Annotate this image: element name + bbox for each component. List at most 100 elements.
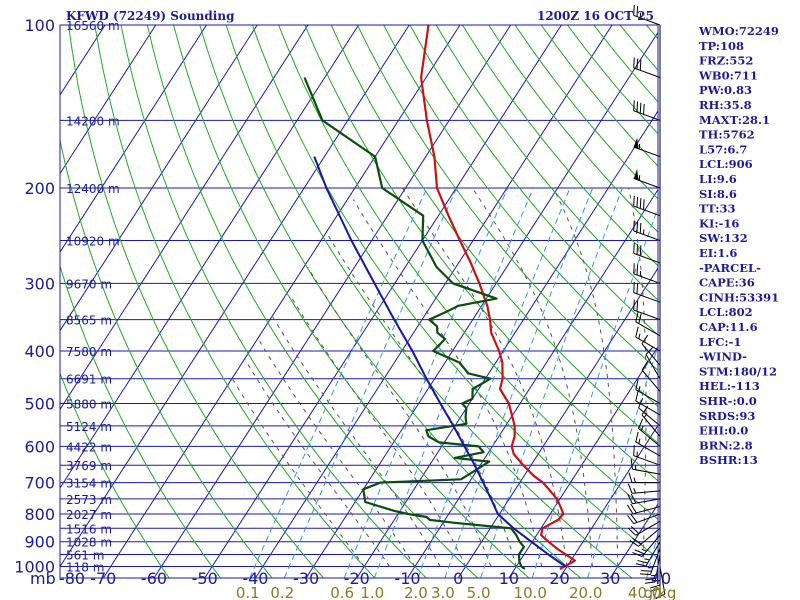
wind-barb-feather (635, 390, 639, 402)
sounding-index-item: BSHR:13 (699, 453, 758, 467)
dry-adiabat-line (199, 25, 581, 578)
wind-barb-shaft (638, 527, 661, 547)
wind-barb (641, 334, 661, 366)
wind-barb-feather (641, 360, 649, 371)
dry-adiabat-line (356, 25, 658, 408)
wind-barb-feather (635, 379, 639, 390)
wind-barb (635, 311, 661, 337)
wind-barb-feather (639, 245, 642, 256)
pressure-tick-label: 600 (24, 437, 55, 456)
mixing-ratio-line (531, 206, 658, 578)
wind-barb-feather (639, 59, 642, 71)
wind-barb-shaft (633, 455, 661, 466)
pressure-tick-label: 500 (24, 395, 55, 414)
wind-barb-shaft (641, 534, 661, 557)
wind-barb-half-feather (634, 464, 637, 470)
mixing-ratio-label: 5.0 (467, 584, 491, 600)
temperature-tick-label: -30 (293, 569, 319, 588)
wind-barb-half-feather (644, 558, 650, 561)
wind-barb-feather (636, 244, 639, 255)
wind-barb-feather (649, 584, 661, 589)
wind-barb-shaft (633, 230, 661, 241)
wind-barb (633, 299, 661, 321)
wind-barb-half-feather (638, 438, 641, 444)
wind-barb-feather (633, 195, 635, 207)
mixing-ratio-label: 0.1 (236, 584, 260, 600)
temperature-tick-label: -40 (242, 569, 268, 588)
wind-barb (638, 418, 661, 447)
wind-barb-feather (635, 431, 639, 443)
sounding-index-item: FRZ:552 (699, 54, 753, 68)
wind-barb (630, 458, 661, 475)
sounding-index-item: SW:132 (699, 231, 748, 245)
mixing-ratio-line (646, 531, 658, 578)
wind-barb-feather (639, 198, 642, 209)
wind-barb-feather (634, 549, 645, 555)
wind-barb-feather (633, 57, 635, 68)
wind-barb-half-feather (633, 477, 636, 483)
dry-adiabat-line (278, 25, 658, 520)
dry-adiabat-line (383, 25, 658, 371)
wind-barb-half-feather (640, 425, 644, 431)
dewpoint-profile-line (303, 77, 526, 570)
mixing-ratio-line (373, 187, 534, 578)
isotherm-line (102, 25, 461, 578)
wind-barb-shaft (632, 498, 661, 505)
sounding-index-item: LFC:-1 (699, 335, 741, 349)
wind-barb-shaft (633, 513, 661, 525)
temperature-tick-label: 20 (549, 569, 569, 588)
temperature-tick-label: 10 (499, 569, 519, 588)
wind-barb-shaft (638, 428, 661, 447)
height-label: 9670 m (66, 277, 112, 291)
mixing-ratio-label: 3.0 (431, 584, 455, 600)
wind-barb-shaft (638, 407, 661, 427)
isotherm-line (356, 110, 658, 578)
wind-barb-feather (632, 537, 642, 545)
moist-adiabat-line (271, 315, 441, 567)
wind-barb (633, 263, 661, 284)
sounding-index-item: TP:108 (699, 39, 744, 53)
wind-barb-feather (636, 6, 639, 17)
sounding-index-item: WB0:711 (698, 68, 758, 82)
temperature-tick-label: -80 (59, 569, 85, 588)
height-label: 1028 m (66, 536, 112, 550)
wind-barb-feather (643, 103, 645, 115)
wind-barb (633, 137, 661, 158)
wind-barb-feather (649, 588, 661, 593)
sounding-index-item: RH:35.8 (699, 98, 752, 112)
pressure-tick-label: 100 (24, 16, 55, 35)
sounding-index-item: LCL:906 (699, 157, 753, 171)
dry-adiabat-line (60, 137, 273, 578)
isotherm-line (60, 25, 207, 254)
isotherm-line (457, 267, 658, 578)
height-label: 118 m (66, 561, 104, 575)
wind-barb-feather (627, 494, 633, 504)
pressure-unit-label: mb (30, 569, 56, 588)
wind-barb-feather (636, 221, 639, 233)
dry-adiabat-line (94, 25, 376, 578)
sounding-index-item: HEL:-113 (699, 379, 760, 393)
wind-barb-shaft (635, 389, 661, 404)
wind-barb-shaft (633, 309, 661, 321)
wind-barb (633, 220, 661, 241)
dry-adiabat-line (304, 25, 658, 482)
dry-adiabat-line (225, 25, 633, 578)
wind-barb-feather (633, 220, 635, 231)
parcel-path-line (313, 156, 567, 568)
sounding-index-item: STM:180/12 (699, 364, 777, 378)
wind-barb-feather (628, 472, 633, 483)
sounding-index-item: CINH:53391 (699, 290, 779, 304)
isotherm-line (559, 424, 658, 578)
pressure-tick-label: 900 (24, 533, 55, 552)
wind-barb (633, 169, 661, 189)
wind-barb-shaft (633, 205, 661, 217)
wind-barb (627, 483, 661, 494)
sounding-index-item: BRN:2.8 (699, 438, 753, 452)
sounding-index-item: CAP:11.6 (699, 320, 758, 334)
wind-barb-feather (645, 578, 656, 581)
wind-barb-feather (638, 398, 644, 409)
pressure-tick-label: 400 (24, 342, 55, 361)
height-label: 5880 m (66, 398, 112, 412)
wind-barb-shaft (632, 506, 661, 515)
wind-barb-feather (633, 4, 635, 16)
